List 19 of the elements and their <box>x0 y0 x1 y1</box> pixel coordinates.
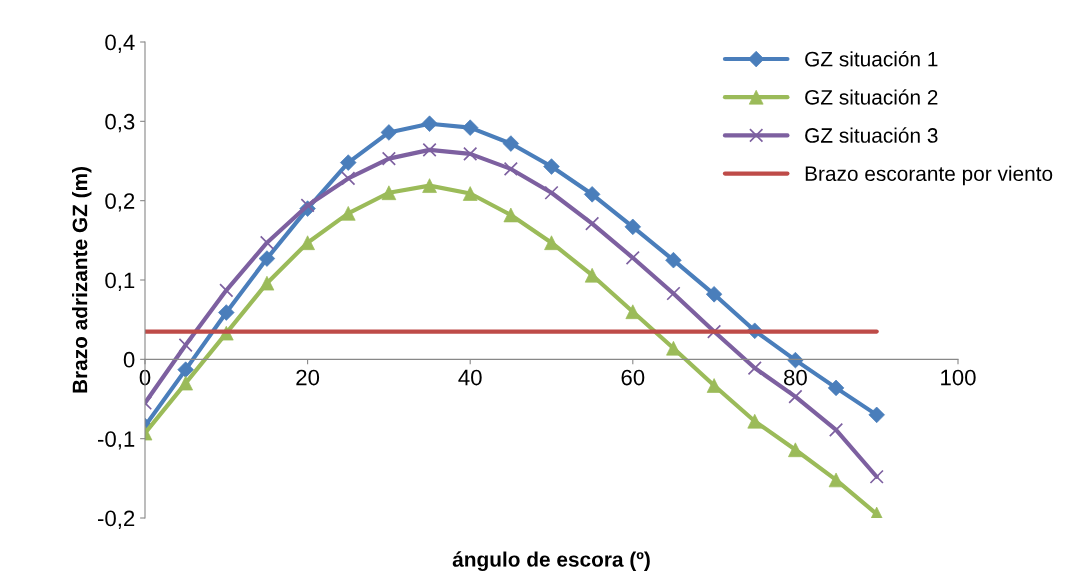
legend-label: GZ situación 1 <box>805 50 938 67</box>
y-tick-label: 0,4 <box>105 34 135 53</box>
y-tick-label: 0,2 <box>105 193 135 212</box>
x-tick-label: 0 <box>139 369 151 386</box>
y-tick-label: -0,1 <box>97 431 135 450</box>
legend-label: Brazo escorante por viento <box>805 165 1053 186</box>
y-axis-title: Brazo adrizante GZ (m) <box>72 167 92 393</box>
x-tick-label: 60 <box>621 369 645 386</box>
x-tick-label: 40 <box>458 369 482 386</box>
x-tick-label: 20 <box>296 369 320 386</box>
y-tick-label: 0 <box>123 351 135 368</box>
y-tick-label: -0,2 <box>97 510 135 529</box>
legend-label: GZ situación 3 <box>805 127 938 143</box>
x-tick-label: 100 <box>941 369 976 386</box>
y-tick-label: 0,1 <box>105 272 135 291</box>
x-axis-title: ángulo de escora (º) <box>452 551 650 572</box>
legend-label: GZ situación 2 <box>805 89 938 105</box>
y-tick-label: 0,3 <box>105 113 135 133</box>
x-tick-label: 80 <box>784 369 807 386</box>
